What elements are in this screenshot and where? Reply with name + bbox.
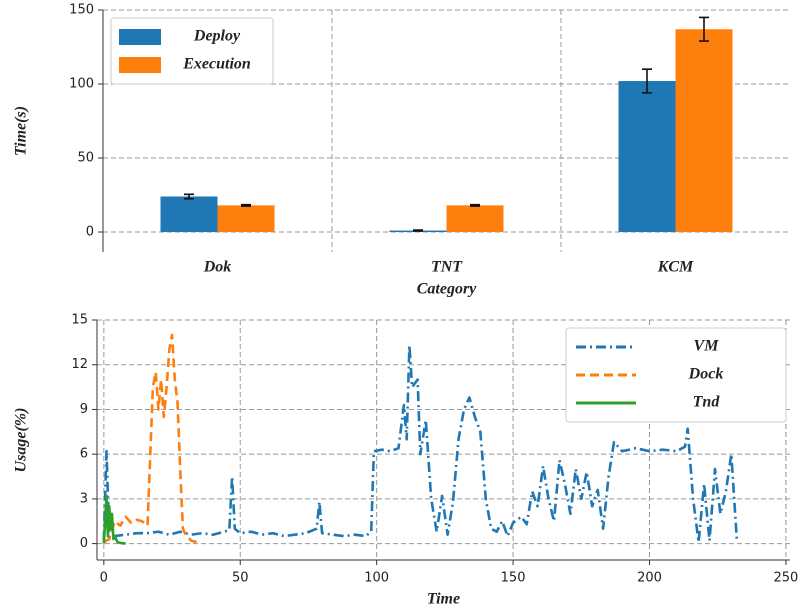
y-tick-label: 0 — [86, 225, 94, 240]
legend-label: Dock — [688, 366, 724, 383]
x-tick-label: 100 — [364, 571, 389, 586]
series-line — [102, 344, 739, 544]
legend-label: VM — [694, 338, 720, 355]
y-tick-label: 50 — [77, 151, 94, 166]
y-tick-label: 100 — [69, 77, 94, 92]
error-bar — [241, 203, 251, 207]
x-axis-label: Category — [417, 281, 477, 298]
series-line — [103, 333, 200, 545]
bar — [160, 196, 218, 233]
legend-swatch — [119, 57, 161, 73]
x-tick-label: 150 — [501, 571, 526, 586]
legend-box — [110, 17, 274, 85]
series-line — [102, 494, 126, 545]
x-axis-label: Time — [427, 591, 460, 608]
x-tick-label: TNT — [431, 259, 463, 276]
x-tick-label: 0 — [100, 571, 108, 586]
legend-swatch — [119, 29, 161, 45]
y-tick-label: 0 — [80, 536, 88, 551]
error-bar — [642, 68, 652, 94]
y-tick-label: 12 — [71, 357, 88, 372]
x-tick-label: 50 — [232, 571, 249, 586]
legend-label: Execution — [182, 56, 251, 73]
legend-label: Tnd — [693, 394, 721, 411]
y-tick-label: 6 — [80, 447, 88, 462]
legend-box — [565, 327, 787, 423]
y-tick-label: 150 — [69, 3, 94, 18]
x-tick-label: 200 — [637, 571, 662, 586]
bar — [217, 205, 275, 233]
bar — [618, 81, 676, 233]
error-bar — [470, 203, 480, 207]
y-axis-label: Time(s) — [13, 106, 30, 156]
error-bar — [413, 229, 423, 232]
x-tick-label: Dok — [203, 259, 232, 276]
error-bar — [699, 16, 709, 42]
x-tick-label: 250 — [773, 571, 798, 586]
error-bar — [184, 193, 194, 200]
y-tick-label: 15 — [71, 313, 88, 328]
y-tick-label: 3 — [80, 491, 88, 506]
y-tick-label: 9 — [80, 402, 88, 417]
bar — [446, 205, 504, 233]
bar — [675, 29, 733, 233]
legend-label: Deploy — [193, 28, 241, 45]
y-axis-label: Usage(%) — [13, 408, 30, 473]
x-tick-label: KCM — [657, 259, 694, 276]
